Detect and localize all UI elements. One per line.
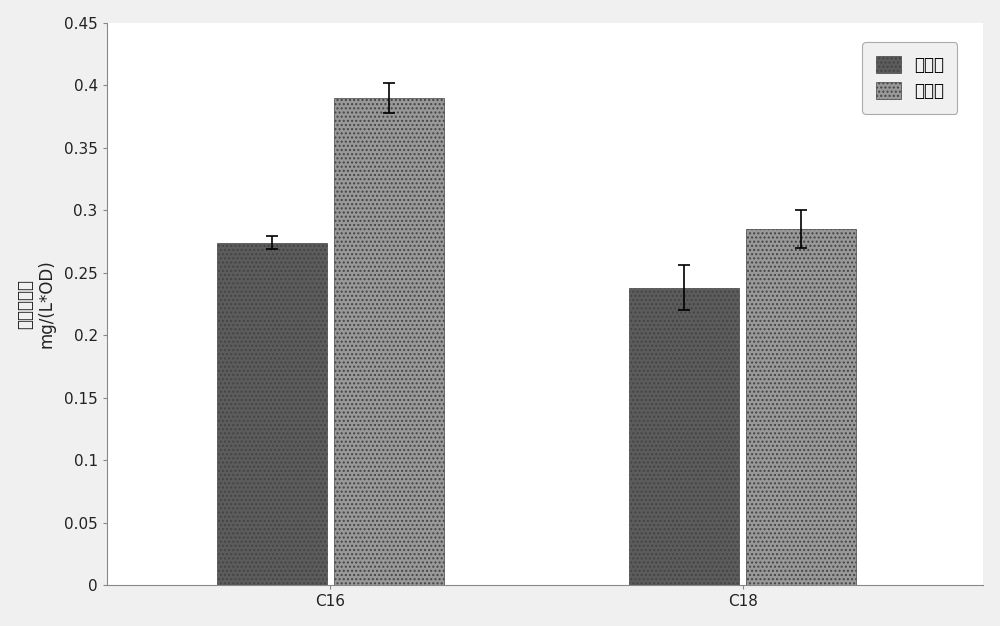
Y-axis label: 脂肪酸含量
mg/(L*OD): 脂肪酸含量 mg/(L*OD) xyxy=(17,260,55,348)
Bar xyxy=(629,288,739,585)
Bar xyxy=(217,243,327,585)
Bar xyxy=(746,229,856,585)
Legend: 野生型, 实验组: 野生型, 实验组 xyxy=(862,42,957,113)
Bar xyxy=(334,98,444,585)
